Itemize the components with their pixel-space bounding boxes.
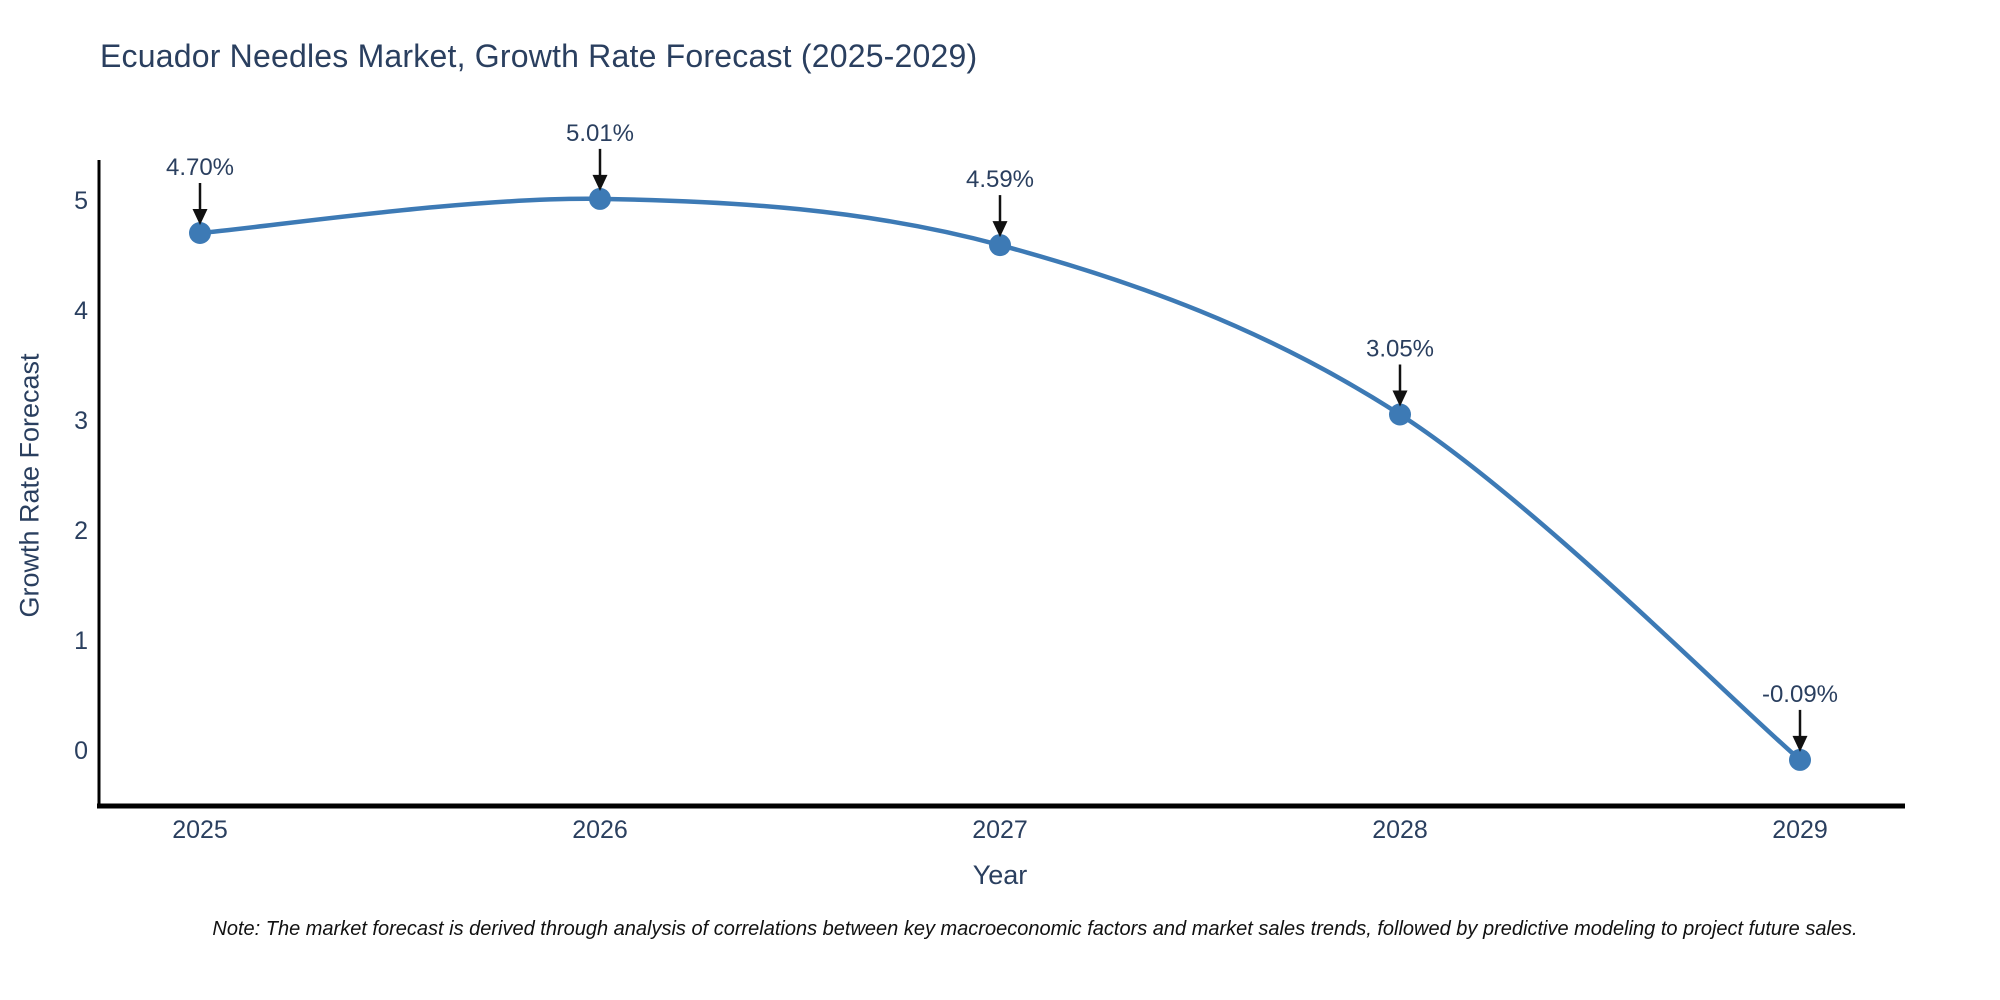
data-point-label: -0.09%: [1762, 681, 1838, 708]
x-axis-label: Year: [972, 860, 1028, 890]
y-tick-label: 4: [74, 297, 88, 325]
x-tick-label: 2028: [1372, 816, 1428, 844]
annotation-arrow-head: [1392, 390, 1408, 407]
y-tick-label: 2: [74, 517, 88, 545]
data-point[interactable]: [189, 222, 211, 244]
x-tick-label: 2029: [1772, 816, 1828, 844]
data-point[interactable]: [989, 234, 1011, 257]
annotation-arrow-head: [192, 209, 208, 225]
annotation-arrow-head: [1792, 735, 1808, 752]
data-point-label: 4.59%: [966, 166, 1034, 193]
y-tick-label: 3: [74, 407, 88, 435]
data-point[interactable]: [1789, 748, 1811, 771]
y-tick-label: 0: [74, 737, 88, 765]
x-tick-label: 2026: [572, 816, 628, 844]
data-point-label: 4.70%: [166, 154, 234, 181]
annotation-arrow-head: [592, 174, 608, 191]
y-tick-label: 5: [74, 187, 88, 215]
series-line: [197, 196, 1803, 763]
y-tick-label: 1: [74, 627, 88, 655]
data-point[interactable]: [1389, 403, 1411, 426]
annotation-arrow-head: [992, 221, 1008, 238]
data-point-label: 3.05%: [1366, 336, 1434, 363]
footnote: Note: The market forecast is derived thr…: [212, 918, 1858, 940]
data-point[interactable]: [589, 187, 611, 210]
chart-title: Ecuador Needles Market, Growth Rate Fore…: [100, 38, 978, 74]
x-tick-label: 2027: [972, 816, 1028, 844]
x-tick-label: 2025: [172, 816, 228, 844]
data-point-label: 5.01%: [566, 120, 634, 147]
